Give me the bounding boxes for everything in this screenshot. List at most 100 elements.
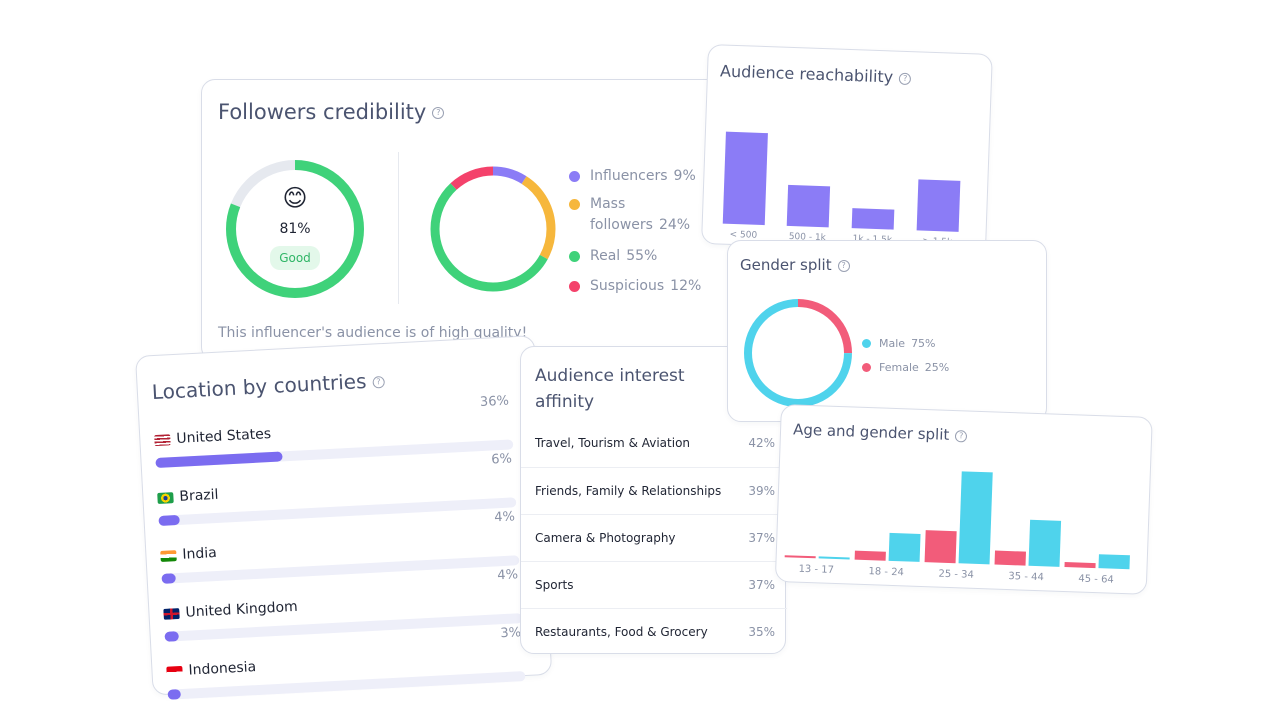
age-bar-female[interactable]	[924, 529, 957, 564]
age-bar-male[interactable]	[1028, 519, 1062, 567]
country-label: United States	[175, 425, 272, 447]
age-bar-male[interactable]	[888, 533, 921, 562]
age-bar-female[interactable]	[994, 550, 1026, 566]
card-title: Age and gender split?	[793, 420, 968, 444]
affinity-row: Travel, Tourism & Aviation 42%	[521, 420, 787, 467]
legend-item-real: Real 55%	[569, 246, 719, 267]
help-icon[interactable]: ?	[837, 259, 850, 272]
credibility-footer: This influencer's audience is of high qu…	[218, 325, 528, 341]
help-icon[interactable]: ?	[955, 429, 968, 443]
age-tick-label: 13 - 17	[798, 563, 835, 576]
affinity-label: Camera & Photography	[535, 531, 676, 545]
legend-label: Mass followers	[590, 196, 653, 233]
credibility-score: 81%	[279, 221, 311, 237]
legend-item-influencers: Influencers 9%	[569, 166, 719, 187]
legend-label: Real	[590, 248, 621, 264]
id-flag-icon	[166, 665, 183, 678]
country-pct: 4%	[496, 567, 519, 584]
br-flag-icon	[157, 491, 174, 504]
gender-split-card: Gender split? Male 75% Female 25%	[727, 240, 1047, 422]
country-progress-fill	[158, 514, 181, 526]
age-tick-label: 25 - 34	[938, 568, 975, 581]
followers-credibility-card: Followers credibility? 😊 81% Good Influe…	[201, 79, 741, 361]
gb-flag-icon	[163, 607, 180, 620]
reach-bar[interactable]	[722, 131, 768, 226]
help-icon[interactable]: ?	[898, 72, 912, 85]
audience-interest-title-2: affinity	[535, 392, 595, 412]
divider	[398, 152, 399, 304]
gauge-fill	[226, 160, 364, 298]
country-progress-fill	[164, 631, 180, 642]
country-name: India	[160, 545, 217, 564]
help-icon[interactable]: ?	[432, 107, 445, 119]
legend-pct: 75%	[911, 337, 936, 350]
affinity-label: Sports	[535, 578, 574, 592]
country-label: India	[182, 545, 218, 563]
good-badge: Good	[270, 246, 320, 270]
country-progress-fill	[155, 451, 283, 469]
legend-pct: 9%	[673, 168, 696, 184]
donut-segment-mass-followers[interactable]	[430, 166, 556, 292]
legend-label: Influencers	[590, 168, 668, 184]
country-label: Indonesia	[188, 659, 257, 679]
legend-text: Real 55%	[590, 246, 657, 267]
gender-split-title: Gender split	[740, 256, 832, 274]
gender-legend-male: Male 75%	[862, 335, 936, 352]
card-title: Audience reachability?	[720, 61, 912, 87]
affinity-row: Restaurants, Food & Grocery 35%	[521, 608, 787, 655]
legend-dot	[569, 199, 580, 210]
card-title: Location by countries?	[151, 368, 385, 404]
age-bar-female[interactable]	[854, 550, 886, 561]
country-name: United States	[154, 426, 271, 448]
country-label: United Kingdom	[185, 598, 299, 621]
help-icon[interactable]: ?	[372, 375, 385, 389]
reach-bar[interactable]	[786, 184, 831, 228]
location-countries-card: Location by countries? United States 36% B…	[135, 335, 553, 700]
country-name: United Kingdom	[163, 599, 298, 622]
audience-interest-title: Audience interest	[535, 366, 685, 386]
age-bar-male[interactable]	[818, 556, 850, 560]
gender-legend-female: Female 25%	[862, 359, 949, 376]
age-bar-male[interactable]	[1098, 554, 1130, 570]
location-countries-title: Location by countries	[151, 368, 368, 405]
affinity-row: Sports 37%	[521, 561, 787, 608]
affinity-row: Camera & Photography 37%	[521, 514, 787, 561]
credibility-donut	[430, 166, 556, 292]
affinity-pct: 42%	[748, 436, 775, 450]
legend-dot	[862, 339, 871, 348]
card-title: Gender split?	[740, 256, 850, 274]
country-label: Brazil	[179, 486, 219, 505]
smile-emoji-icon: 😊	[282, 184, 308, 212]
gender-donut	[744, 299, 852, 407]
legend-label: Suspicious	[590, 278, 665, 294]
affinity-label: Friends, Family & Relationships	[535, 484, 722, 498]
in-flag-icon	[160, 549, 177, 562]
donut-segment-male[interactable]	[744, 299, 852, 407]
country-progress-fill	[161, 573, 177, 584]
age-gender-split-title: Age and gender split	[792, 420, 950, 444]
reach-bar[interactable]	[916, 179, 961, 232]
legend-text: Suspicious 12%	[590, 276, 701, 297]
affinity-pct: 39%	[748, 484, 775, 498]
donut-segment-suspicious[interactable]	[430, 166, 556, 292]
legend-label: Male	[879, 337, 906, 350]
affinity-pct: 37%	[748, 531, 775, 545]
reach-bar[interactable]	[851, 207, 895, 230]
credibility-gauge	[226, 160, 364, 298]
country-pct: 3%	[500, 625, 522, 642]
donut-segment-real[interactable]	[430, 166, 556, 292]
age-bar-female[interactable]	[784, 554, 816, 559]
country-name: Brazil	[157, 487, 219, 506]
legend-dot	[569, 251, 580, 262]
age-bar-male[interactable]	[958, 471, 993, 565]
age-tick-label: 18 - 24	[868, 566, 905, 579]
affinity-pct: 35%	[748, 625, 775, 639]
legend-pct: 25%	[924, 361, 950, 374]
legend-item-mass-followers: Mass followers 24%	[569, 194, 719, 236]
legend-text: Mass followers 24%	[590, 194, 710, 236]
country-pct: 4%	[493, 509, 516, 526]
country-pct: 36%	[479, 393, 510, 410]
us-flag-icon	[154, 433, 171, 446]
age-bar-female[interactable]	[1064, 562, 1096, 569]
affinity-row: Friends, Family & Relationships 39%	[521, 467, 787, 514]
